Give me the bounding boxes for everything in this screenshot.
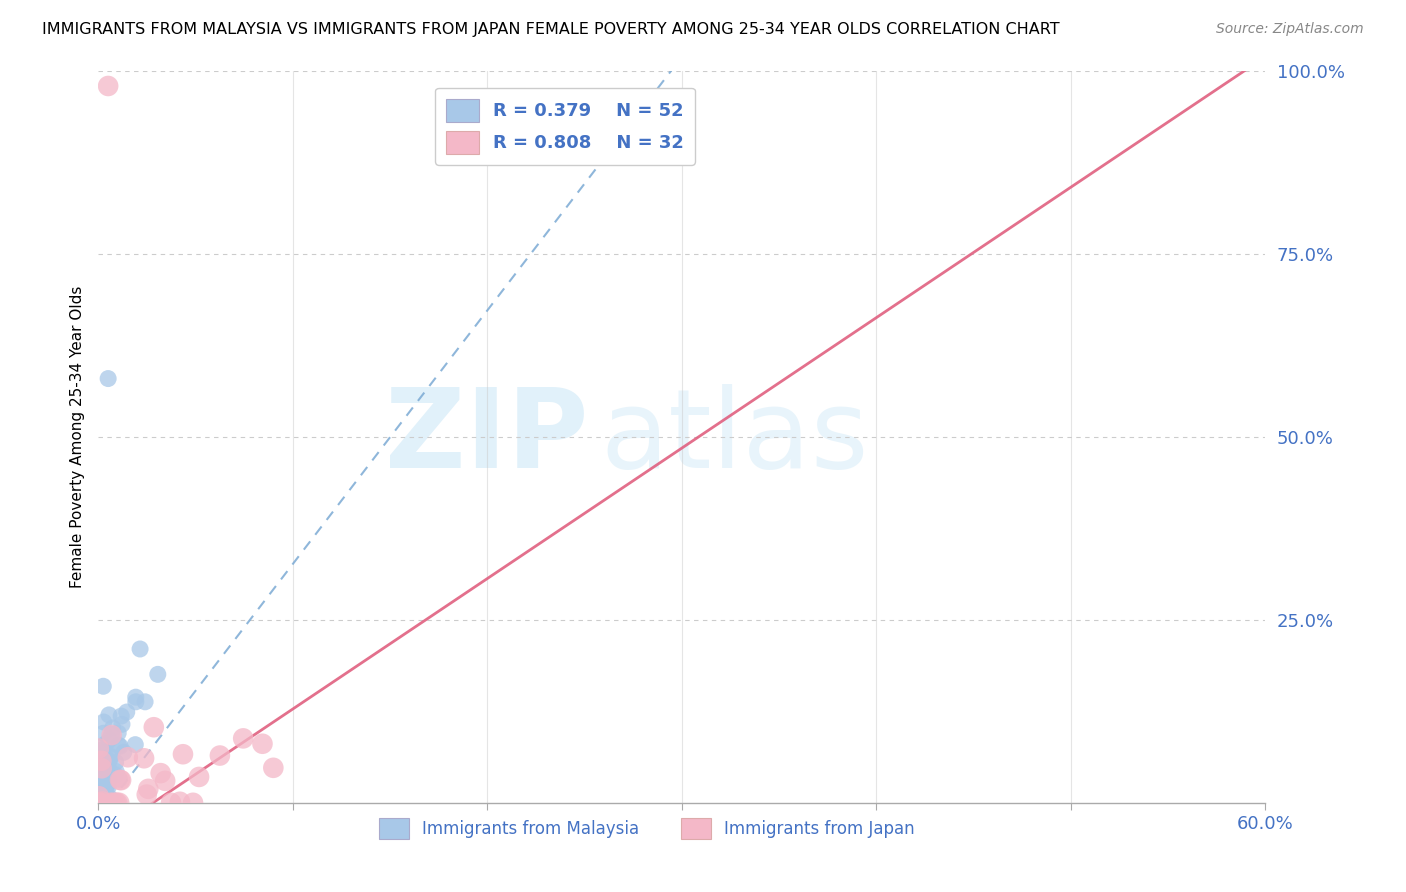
Point (89, 780, 111, 795)
Point (98, 774, 121, 789)
Legend: Immigrants from Malaysia, Immigrants from Japan: Immigrants from Malaysia, Immigrants fro… (373, 811, 921, 846)
Point (124, 738, 146, 752)
Point (104, 768, 127, 782)
Point (90, 754, 112, 768)
Point (94, 760, 117, 774)
Point (125, 690, 148, 705)
Point (97, 754, 120, 768)
Point (96, 755, 118, 769)
Point (96, 759, 118, 773)
Point (188, 770, 211, 784)
Point (208, 748, 231, 763)
Point (97, 774, 120, 789)
Point (91, 769, 114, 783)
Point (100, 728, 122, 742)
Point (104, 756, 127, 770)
Point (97, 757, 120, 772)
Point (108, 772, 131, 787)
Point (146, 667, 169, 681)
Point (98, 791, 121, 805)
Point (101, 721, 124, 735)
Point (90, 761, 112, 775)
Point (107, 738, 129, 752)
Point (90, 786, 112, 800)
Point (97, 371, 120, 385)
Point (97, 78, 120, 93)
Point (111, 717, 134, 731)
Point (105, 764, 128, 779)
Point (94, 737, 117, 751)
Point (169, 795, 191, 809)
Point (134, 695, 156, 709)
Point (108, 739, 131, 753)
Point (142, 720, 165, 734)
Point (93, 726, 115, 740)
Point (252, 737, 274, 751)
Point (135, 788, 157, 802)
Point (90, 771, 112, 785)
Point (262, 761, 284, 775)
Point (101, 796, 124, 810)
Text: IMMIGRANTS FROM MALAYSIA VS IMMIGRANTS FROM JAPAN FEMALE POVERTY AMONG 25-34 YEA: IMMIGRANTS FROM MALAYSIA VS IMMIGRANTS F… (42, 22, 1060, 37)
Point (98, 796, 121, 810)
Point (149, 766, 172, 780)
Point (232, 731, 254, 746)
Point (132, 751, 155, 765)
Point (94, 782, 117, 797)
Point (91, 791, 114, 805)
Point (89, 796, 111, 810)
Text: ZIP: ZIP (385, 384, 589, 491)
Point (96, 796, 118, 810)
Point (115, 705, 138, 719)
Point (91, 679, 114, 693)
Point (136, 781, 159, 796)
Text: atlas: atlas (600, 384, 869, 491)
Point (129, 642, 152, 657)
Point (100, 750, 122, 764)
Point (181, 796, 204, 810)
Y-axis label: Female Poverty Among 25-34 Year Olds: Female Poverty Among 25-34 Year Olds (69, 286, 84, 588)
Point (96, 789, 118, 804)
Point (108, 796, 131, 810)
Point (87, 789, 110, 803)
Point (100, 727, 122, 741)
Point (107, 726, 129, 740)
Point (98, 732, 121, 747)
Point (172, 747, 194, 762)
Point (117, 750, 139, 764)
Point (87, 789, 110, 804)
Point (93, 714, 115, 729)
Point (104, 796, 127, 810)
Point (105, 796, 128, 810)
Point (97, 707, 120, 722)
Point (87, 741, 110, 756)
Point (89, 796, 111, 810)
Point (97, 777, 120, 791)
Point (93, 746, 115, 760)
Point (91, 743, 114, 757)
Point (91, 795, 114, 809)
Point (100, 749, 122, 764)
Point (153, 773, 176, 788)
Point (112, 745, 135, 759)
Point (108, 772, 131, 786)
Point (110, 709, 132, 723)
Point (125, 695, 148, 709)
Point (89, 772, 111, 787)
Point (94, 756, 117, 770)
Point (97, 780, 120, 794)
Point (110, 773, 132, 788)
Text: Source: ZipAtlas.com: Source: ZipAtlas.com (1216, 22, 1364, 37)
Point (94, 777, 117, 791)
Point (160, 796, 183, 810)
